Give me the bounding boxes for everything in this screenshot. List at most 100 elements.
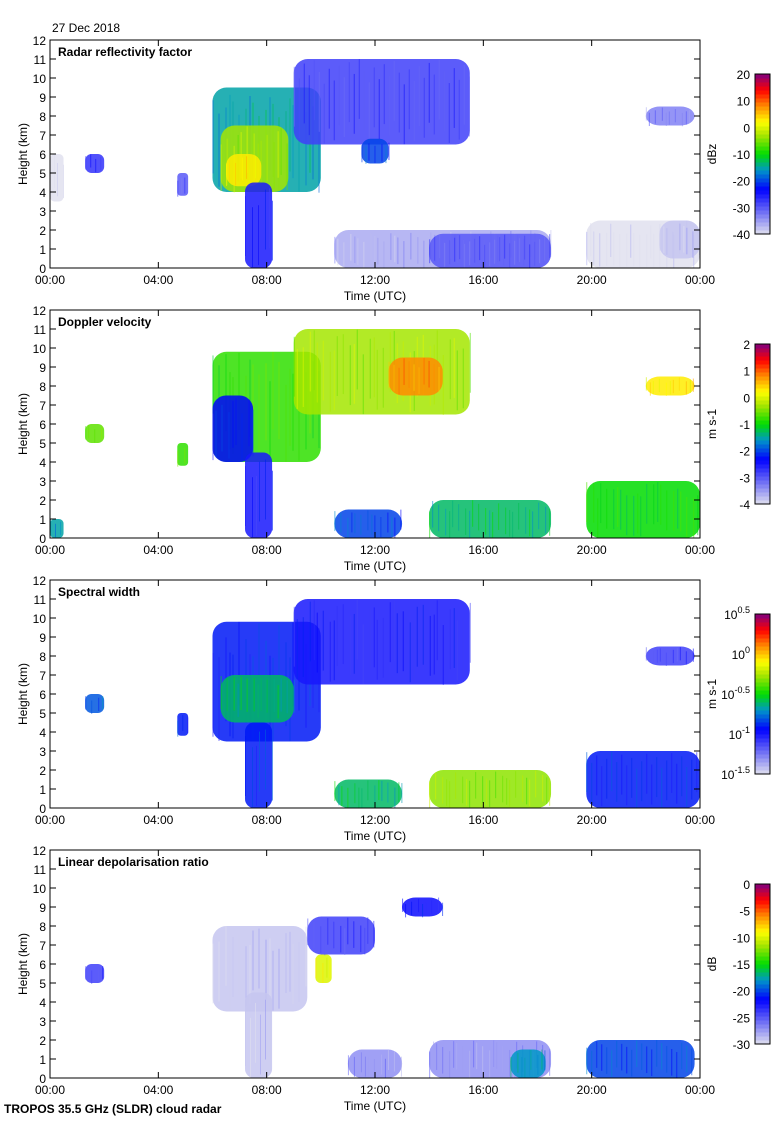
data-streak — [475, 771, 477, 799]
data-streak — [498, 503, 500, 530]
data-streak — [541, 1049, 543, 1070]
data-streak — [182, 715, 184, 732]
data-streak — [689, 379, 691, 394]
data-streak — [666, 1046, 668, 1073]
data-streak — [349, 345, 351, 406]
data-streak — [184, 447, 186, 464]
y-tick-label: 11 — [34, 323, 47, 337]
y-tick-label: 12 — [33, 844, 47, 858]
colorbar-segment — [755, 622, 770, 627]
y-tick-label: 0 — [39, 802, 46, 816]
data-streak — [454, 237, 456, 262]
data-streak — [479, 236, 481, 261]
data-streak — [472, 500, 474, 527]
data-streak — [681, 1042, 683, 1070]
data-streak — [280, 678, 282, 712]
data-streak — [249, 163, 251, 186]
data-streak — [393, 364, 395, 392]
data-streak — [688, 110, 690, 124]
data-streak — [417, 237, 419, 264]
colorbar-segment — [755, 82, 770, 87]
colorbar-segment — [755, 670, 770, 675]
colorbar-segment — [755, 992, 770, 997]
panel-title: Spectral width — [58, 585, 140, 599]
data-streak — [350, 234, 352, 261]
colorbar-segment — [755, 480, 770, 485]
data-streak — [456, 1042, 458, 1070]
y-tick-label: 9 — [39, 361, 46, 375]
data-streak — [659, 648, 661, 662]
data-streak — [459, 235, 461, 260]
data-streak — [434, 236, 436, 261]
colorbar-segment — [755, 376, 770, 381]
colorbar-segment — [755, 968, 770, 973]
data-streak — [385, 145, 387, 164]
colorbar-segment — [755, 488, 770, 493]
data-streak — [245, 946, 247, 1006]
data-streak — [260, 677, 262, 711]
colorbar-segment — [755, 698, 770, 703]
data-streak — [549, 509, 551, 536]
data-streak — [252, 207, 253, 268]
colorbar-segment — [755, 896, 770, 901]
data-streak — [529, 509, 531, 537]
data-streak — [646, 753, 648, 794]
data-streak — [449, 609, 451, 670]
x-tick-label: 00:00 — [35, 543, 65, 557]
colorbar-segment — [755, 400, 770, 405]
colorbar-tick-label: -30 — [733, 201, 751, 215]
data-streak — [651, 764, 653, 805]
data-streak — [535, 770, 537, 798]
data-streak — [278, 625, 280, 709]
data-streak — [388, 75, 390, 136]
data-streak — [388, 361, 390, 389]
colorbar-label: m s-1 — [705, 679, 719, 709]
data-streak — [303, 63, 305, 124]
data-streak — [102, 966, 104, 980]
data-streak — [374, 145, 376, 164]
colorbar-tick-label: -2 — [739, 445, 750, 459]
data-streak — [85, 156, 87, 170]
colorbar-segment — [755, 638, 770, 643]
colorbar-segment — [755, 956, 770, 961]
colorbar-segment — [755, 948, 770, 953]
data-streak — [302, 347, 304, 408]
x-tick-label: 08:00 — [252, 1083, 282, 1097]
data-streak — [63, 164, 64, 198]
data-streak — [405, 904, 407, 918]
colorbar-segment — [755, 758, 770, 763]
data-streak — [318, 72, 320, 132]
data-streak — [378, 79, 380, 139]
data-streak — [544, 236, 546, 261]
data-streak — [696, 752, 698, 793]
data-streak — [360, 514, 362, 535]
data-streak — [88, 425, 90, 439]
data-streak — [380, 517, 382, 537]
data-streak — [338, 785, 340, 806]
data-streak — [659, 235, 661, 268]
data-region — [245, 992, 273, 1078]
data-region — [245, 452, 273, 538]
data-streak — [353, 921, 355, 948]
colorbar-segment — [755, 186, 770, 191]
data-streak — [238, 352, 240, 430]
data-region — [226, 154, 262, 187]
data-streak — [382, 347, 384, 408]
y-tick-label: 4 — [39, 456, 46, 470]
data-streak — [221, 404, 223, 452]
data-streak — [365, 146, 367, 164]
data-streak — [519, 238, 521, 263]
data-streak — [476, 1042, 478, 1070]
colorbar-segment — [755, 206, 770, 211]
data-streak — [586, 752, 588, 793]
data-streak — [373, 920, 375, 948]
data-streak — [524, 1057, 526, 1078]
data-streak — [292, 622, 294, 707]
data-streak — [489, 242, 491, 267]
colorbar-segment — [755, 1032, 770, 1037]
data-streak — [220, 144, 222, 191]
colorbar-segment — [755, 734, 770, 739]
data-streak — [226, 677, 228, 712]
